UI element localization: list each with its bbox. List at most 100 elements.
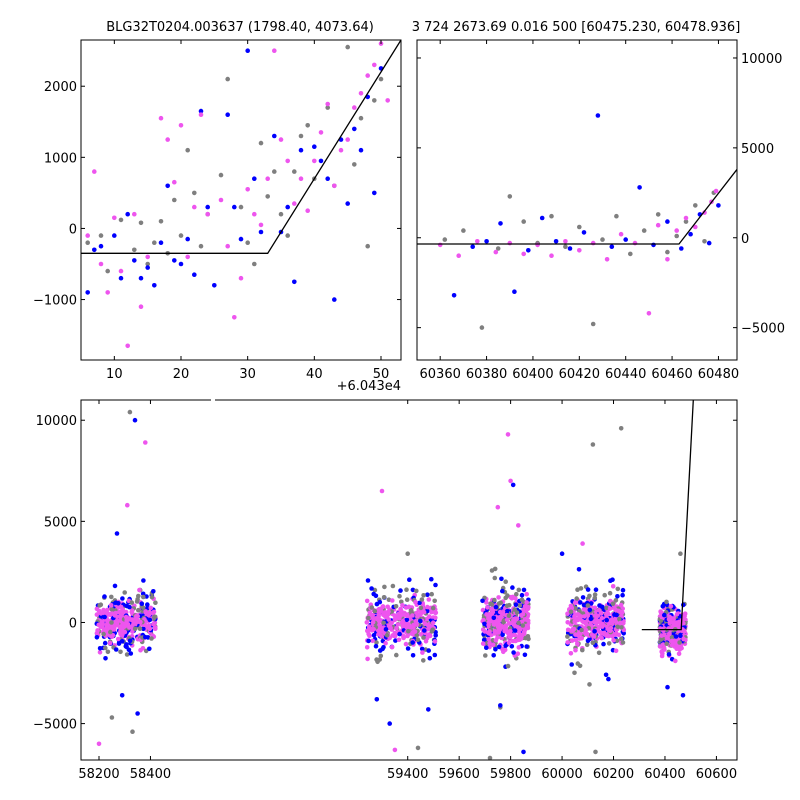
cluster-point (487, 640, 492, 646)
cluster-point (565, 611, 570, 616)
data-point (609, 244, 615, 249)
cluster-point (664, 641, 669, 646)
data-point (132, 258, 137, 263)
cluster-point (116, 609, 122, 615)
cluster-point (580, 647, 585, 653)
cluster-point (507, 621, 513, 626)
data-point (192, 190, 197, 196)
cluster-point (373, 643, 379, 649)
data-point (345, 137, 351, 142)
cluster-point (421, 658, 426, 663)
cluster-point (619, 625, 624, 630)
data-point (673, 658, 678, 664)
cluster-point (521, 607, 526, 613)
cluster-point (501, 649, 506, 655)
cluster-point (605, 611, 611, 617)
cluster-point (581, 606, 587, 612)
cluster-point (496, 601, 502, 606)
data-point (521, 219, 526, 224)
data-point (245, 240, 250, 245)
data-point (461, 228, 466, 233)
data-point (125, 211, 130, 217)
data-point (665, 684, 670, 690)
x-tick-label: 60200 (593, 767, 634, 782)
cluster-point (669, 634, 675, 640)
data-point (535, 242, 540, 248)
data-point (507, 240, 513, 246)
cluster-point (481, 617, 486, 623)
cluster-point (411, 625, 416, 630)
data-point (285, 158, 291, 164)
data-point (109, 715, 115, 720)
cluster-point (427, 655, 433, 661)
cluster-point (573, 606, 578, 611)
data-point (590, 442, 596, 447)
cluster-point (579, 627, 584, 633)
cluster-point (123, 614, 129, 620)
data-point (312, 158, 317, 164)
data-point (493, 249, 499, 255)
cluster-point (396, 637, 402, 643)
data-point (325, 176, 331, 181)
data-point (646, 311, 652, 316)
cluster-point (524, 591, 529, 597)
y-tick-label: 10000 (741, 52, 782, 67)
cluster-point (103, 656, 108, 661)
cluster-point (105, 649, 111, 655)
data-point (192, 204, 197, 210)
data-point (145, 261, 150, 267)
cluster-point (370, 619, 376, 625)
cluster-point (620, 592, 625, 598)
cluster-point (614, 638, 620, 644)
cluster-point (615, 624, 621, 630)
cluster-point (592, 605, 598, 611)
cluster-point (583, 621, 589, 626)
cluster-point (510, 585, 515, 590)
cluster-point (595, 613, 601, 618)
data-point (678, 551, 683, 556)
cluster-point (489, 601, 495, 607)
cluster-point (140, 605, 146, 611)
data-point (521, 251, 526, 257)
model-line (81, 40, 401, 254)
data-point (85, 290, 90, 295)
data-point (614, 213, 619, 219)
cluster-point (425, 604, 430, 610)
cluster-point (399, 599, 404, 605)
data-point (693, 203, 698, 208)
cluster-point (681, 636, 686, 642)
cluster-point (97, 650, 103, 655)
cluster-point (128, 651, 134, 656)
cluster-point (610, 634, 615, 639)
cluster-point (582, 614, 587, 619)
data-point (426, 707, 431, 712)
data-point (252, 261, 257, 267)
x-tick-label: 60480 (698, 367, 739, 382)
data-point (105, 268, 110, 274)
data-point (479, 325, 485, 330)
cluster-point (377, 629, 383, 634)
data-point (292, 201, 297, 206)
cluster-point (565, 627, 571, 633)
cluster-point (486, 622, 491, 628)
data-point (238, 275, 244, 281)
cluster-point (660, 651, 665, 656)
y-tick-label: −1000 (33, 294, 77, 309)
cluster-point (619, 636, 624, 642)
data-point (252, 211, 257, 217)
y-tick-label: 1000 (44, 151, 77, 166)
data-point (185, 147, 190, 153)
data-point (475, 239, 480, 244)
data-point (198, 243, 204, 249)
cluster-point (94, 606, 100, 612)
data-point (405, 551, 411, 556)
cluster-point (604, 633, 609, 638)
cluster-point (598, 621, 603, 626)
cluster-point (432, 639, 438, 644)
cluster-point (506, 613, 512, 619)
cluster-point (603, 672, 609, 678)
cluster-point (94, 630, 100, 636)
cluster-point (386, 609, 391, 614)
cluster-point (580, 619, 585, 624)
cluster-point (141, 626, 146, 632)
